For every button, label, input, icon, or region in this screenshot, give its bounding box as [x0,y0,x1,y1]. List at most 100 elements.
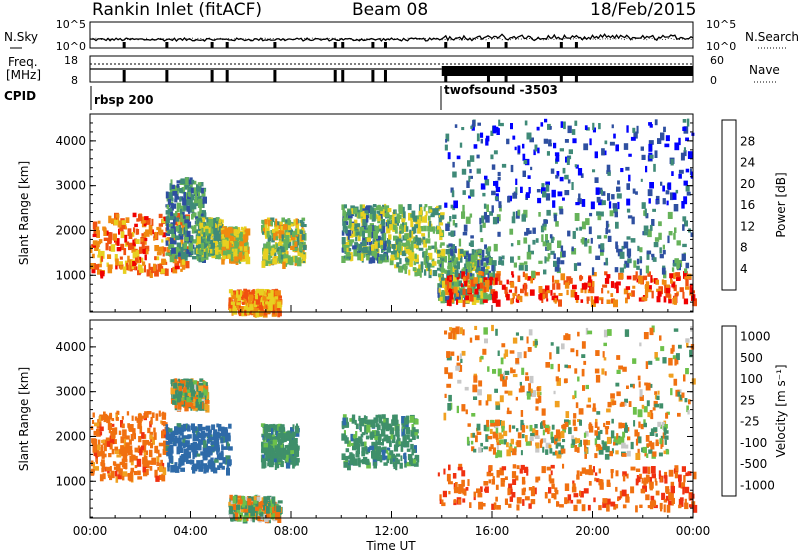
heatmap-cell [195,243,198,247]
heatmap-cell [371,441,376,449]
heatmap-cell [463,250,468,256]
heatmap-cell [401,218,406,223]
heatmap-cell [616,193,622,199]
heatmap-cell [359,459,364,463]
heatmap-cell [399,462,403,469]
heatmap-cell [264,260,269,266]
heatmap-cell [383,232,386,241]
heatmap-cell [388,234,392,240]
heatmap-cell [248,291,253,298]
heatmap-cell [572,138,577,144]
heatmap-cell [654,237,660,242]
heatmap-cell [458,463,463,469]
heatmap-cell [113,466,119,470]
heatmap-cell [491,479,495,485]
heatmap-cell [106,262,109,267]
heatmap-cell [240,290,245,295]
heatmap-cell [436,267,442,271]
heatmap-cell [175,388,178,396]
heatmap-cell [369,207,375,215]
heatmap-cell [237,495,242,500]
heatmap-cell [648,143,653,152]
heatmap-cell [562,463,565,469]
heatmap-cell [362,213,366,220]
heatmap-cell [192,256,197,260]
heatmap-cell [493,181,497,186]
heatmap-cell [664,475,668,484]
heatmap-cell [647,289,652,293]
heatmap-cell [191,466,194,470]
heatmap-cell [644,485,647,492]
heatmap-cell [357,253,361,261]
heatmap-cell [522,153,526,161]
heatmap-cell [460,289,464,295]
heatmap-cell [180,268,183,272]
heatmap-cell [603,235,608,239]
heatmap-cell [520,288,524,294]
heatmap-cell [170,211,174,216]
heatmap-cell [524,120,528,126]
heatmap-cell [206,447,209,455]
heatmap-cell [270,514,275,520]
heatmap-cell [617,180,620,185]
heatmap-cell [469,155,475,162]
heatmap-cell [620,168,624,173]
heatmap-cell [357,457,361,466]
heatmap-cell [665,190,670,195]
heatmap-cell [142,465,146,473]
heatmap-cell [613,208,618,214]
heatmap-cell [183,203,188,211]
heatmap-cell [149,270,153,278]
heatmap-cell [298,257,302,262]
heatmap-cell [299,219,304,224]
heatmap-cell [196,236,201,244]
heatmap-cell [197,249,202,254]
heatmap-cell [293,459,296,467]
heatmap-cell [137,445,140,454]
heatmap-cell [428,226,433,232]
heatmap-cell [343,210,347,219]
nave-tick-top: 60 [710,54,724,67]
heatmap-cell [375,205,380,211]
y-tick-label: 3000 [55,179,86,193]
heatmap-cell [632,188,636,194]
heatmap-cell [363,447,368,451]
heatmap-cell [109,439,113,443]
heatmap-cell [489,272,495,278]
heatmap-cell [606,274,611,279]
heatmap-cell [462,204,465,212]
heatmap-cell [667,211,673,219]
heatmap-cell [282,261,286,269]
heatmap-cell [280,253,286,261]
heatmap-cell [554,487,558,493]
heatmap-cell [249,304,254,311]
heatmap-cell [414,418,419,425]
heatmap-cell [238,310,243,317]
heatmap-cell [190,225,193,229]
heatmap-cell [222,239,227,247]
heatmap-cell [644,290,649,298]
heatmap-cell [544,118,548,123]
heatmap-cell [205,228,209,236]
heatmap-cell [486,257,489,264]
heatmap-cell [224,432,228,436]
heatmap-cell [266,217,272,222]
heatmap-cell [479,224,483,233]
heatmap-cell [469,189,475,197]
station-title: Rankin Inlet (fitACF) [92,0,262,20]
heatmap-cell [651,219,655,226]
heatmap-cell [203,467,207,474]
heatmap-cell [378,442,384,446]
heatmap-cell [597,215,602,221]
heatmap-cell [347,463,351,471]
heatmap-cell [655,279,659,285]
heatmap-cell [96,428,101,437]
heatmap-cell [526,228,530,235]
heatmap-cell [592,122,595,131]
heatmap-cell [347,239,352,247]
heatmap-cell [187,389,192,396]
heatmap-cell [600,243,605,250]
heatmap-cell [398,441,401,445]
heatmap-cell [99,414,105,419]
nsearch-tick-top: 10^5 [706,18,736,31]
